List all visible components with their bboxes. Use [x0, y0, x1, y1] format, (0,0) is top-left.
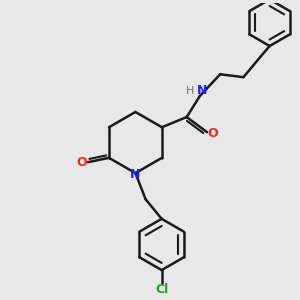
Text: O: O [208, 127, 218, 140]
Text: H: H [186, 86, 195, 96]
Text: N: N [197, 84, 207, 98]
Text: Cl: Cl [155, 284, 168, 296]
Text: N: N [130, 168, 141, 181]
Text: O: O [76, 156, 87, 169]
